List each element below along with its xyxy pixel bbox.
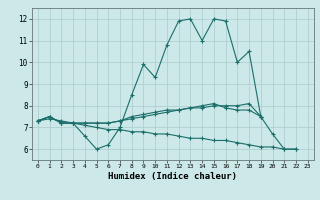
X-axis label: Humidex (Indice chaleur): Humidex (Indice chaleur) xyxy=(108,172,237,181)
